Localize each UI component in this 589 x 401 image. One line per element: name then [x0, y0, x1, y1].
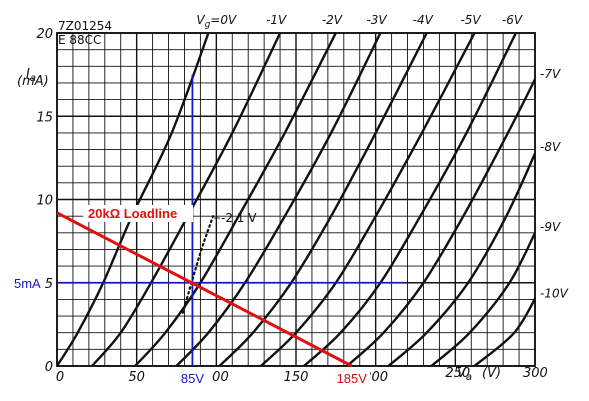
x-tick-label: 300	[523, 366, 548, 381]
curve-label: -10V	[540, 287, 569, 301]
chart-grid	[56, 32, 536, 367]
plate-curve	[387, 150, 535, 366]
y-tick-label: 20	[36, 27, 53, 42]
curve-label: -3V	[366, 13, 387, 27]
annotations: -2.1 V 20kΩ Loadline 85V 185V 5mA	[14, 74, 405, 386]
curve-label: Vg=0V	[196, 13, 237, 30]
y-tick-label: 0	[45, 360, 53, 375]
x-tick-label: 50	[128, 370, 145, 385]
curve-label: -6V	[502, 13, 523, 27]
curve-label: -9V	[540, 220, 561, 234]
y-tick-labels: 0 5 10 15 20	[36, 27, 53, 375]
plate-curve	[303, 33, 517, 366]
plot-frame	[56, 32, 536, 367]
curve-label: -8V	[540, 140, 561, 154]
plate-curve	[218, 33, 428, 366]
x-tick-label: 250	[445, 366, 470, 381]
plate-curve	[91, 33, 282, 366]
plate-curve	[134, 33, 337, 366]
quiescent-current-label: 5mA	[14, 276, 41, 291]
plate-curve	[57, 33, 210, 366]
x-tick-label: 150	[284, 370, 309, 385]
loadline-intercept-label-bg	[330, 369, 370, 385]
x-axis-label: Va	[457, 366, 472, 383]
loadline	[56, 211, 353, 368]
x-axis-unit: (V)	[482, 366, 501, 381]
tube-code: 7Z01254	[58, 19, 112, 33]
interpolated-grid-curve	[181, 215, 215, 314]
curve-label: -5V	[460, 13, 481, 27]
y-axis-label: Ia	[26, 67, 36, 84]
tube-type: E 88CC	[58, 33, 101, 47]
grid-voltage-labels: Vg=0V -1V -2V -3V -4V -5V -6V -7V -8V -9V -10V	[196, 13, 568, 301]
plate-curve	[175, 33, 382, 366]
loadline-label: 20kΩ Loadline	[88, 206, 177, 221]
y-tick-label: 15	[36, 110, 53, 125]
plate-curve	[430, 229, 535, 366]
interpolated-grid-label: -2.1 V	[221, 211, 257, 225]
plate-curve	[346, 76, 535, 366]
curve-label: -7V	[540, 67, 561, 81]
y-tick-label: 5	[45, 277, 53, 292]
quiescent-voltage-label-bg	[178, 369, 211, 385]
x-tick-label: 0	[56, 370, 64, 385]
loadline-intercept-label: 185V	[337, 371, 368, 386]
curve-label: -2V	[322, 13, 343, 27]
x-tick-labels: 0 50 100 150 200 250 300	[56, 366, 548, 385]
y-axis-unit-text: (mA)	[17, 74, 49, 89]
plate-curve	[260, 33, 476, 366]
loadline-label-background	[83, 205, 193, 222]
plate-curve	[473, 296, 535, 366]
quiescent-voltage-label: 85V	[181, 371, 204, 386]
plate-curves	[57, 33, 535, 366]
curve-label: -4V	[413, 13, 434, 27]
y-tick-label: 10	[36, 194, 53, 209]
curve-label: -1V	[266, 13, 287, 27]
